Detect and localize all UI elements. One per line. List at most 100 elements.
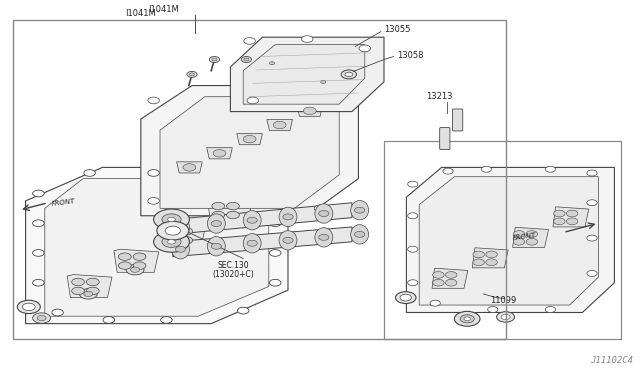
- Circle shape: [283, 237, 293, 243]
- Ellipse shape: [172, 217, 189, 237]
- Circle shape: [175, 224, 186, 230]
- Circle shape: [269, 183, 281, 189]
- Circle shape: [189, 73, 195, 76]
- Circle shape: [131, 267, 140, 272]
- Ellipse shape: [315, 204, 333, 223]
- Circle shape: [86, 278, 99, 286]
- Circle shape: [86, 287, 99, 295]
- Text: FRONT: FRONT: [512, 232, 536, 241]
- Circle shape: [566, 210, 578, 217]
- Circle shape: [303, 107, 316, 115]
- Text: I1041M: I1041M: [148, 5, 179, 14]
- Circle shape: [72, 287, 84, 295]
- Circle shape: [180, 228, 193, 235]
- Circle shape: [283, 214, 293, 220]
- Circle shape: [84, 291, 93, 296]
- Circle shape: [269, 279, 281, 286]
- Polygon shape: [237, 134, 262, 145]
- Circle shape: [433, 279, 444, 286]
- Circle shape: [488, 307, 498, 312]
- Circle shape: [211, 221, 221, 227]
- Circle shape: [301, 36, 313, 42]
- Polygon shape: [67, 275, 112, 298]
- Circle shape: [481, 166, 492, 172]
- Text: 13055: 13055: [384, 25, 410, 34]
- Circle shape: [218, 170, 230, 176]
- Circle shape: [321, 80, 326, 83]
- Ellipse shape: [207, 237, 225, 256]
- Text: 11099: 11099: [490, 296, 516, 305]
- Circle shape: [319, 211, 329, 217]
- Ellipse shape: [351, 225, 369, 244]
- Circle shape: [154, 209, 189, 230]
- Circle shape: [408, 181, 418, 187]
- Polygon shape: [472, 248, 508, 268]
- Circle shape: [237, 307, 249, 314]
- Circle shape: [408, 246, 418, 252]
- Circle shape: [227, 211, 239, 219]
- Ellipse shape: [279, 231, 297, 250]
- Circle shape: [486, 259, 497, 266]
- Circle shape: [33, 190, 44, 197]
- Circle shape: [345, 72, 353, 77]
- Circle shape: [396, 292, 416, 304]
- Circle shape: [244, 58, 249, 61]
- Circle shape: [148, 170, 159, 176]
- Circle shape: [177, 243, 186, 248]
- Polygon shape: [513, 227, 548, 247]
- Polygon shape: [160, 97, 339, 208]
- Text: 13058: 13058: [397, 51, 423, 60]
- Circle shape: [526, 238, 538, 245]
- Circle shape: [22, 303, 35, 311]
- Polygon shape: [161, 224, 205, 247]
- Circle shape: [430, 300, 440, 306]
- Circle shape: [157, 221, 189, 240]
- Circle shape: [241, 57, 252, 62]
- Circle shape: [154, 231, 189, 252]
- Circle shape: [227, 202, 239, 210]
- Polygon shape: [177, 162, 202, 173]
- Bar: [13, 20, 506, 339]
- Circle shape: [269, 62, 275, 65]
- Circle shape: [587, 270, 597, 276]
- Circle shape: [355, 207, 365, 213]
- Circle shape: [247, 240, 257, 246]
- Circle shape: [162, 236, 181, 247]
- Circle shape: [526, 231, 538, 237]
- Circle shape: [183, 164, 196, 171]
- Circle shape: [501, 314, 510, 320]
- Circle shape: [554, 210, 565, 217]
- Circle shape: [126, 264, 144, 275]
- Circle shape: [17, 300, 40, 314]
- Circle shape: [341, 70, 356, 79]
- Ellipse shape: [279, 207, 297, 227]
- Circle shape: [408, 213, 418, 219]
- Text: J11102C4: J11102C4: [591, 356, 634, 365]
- Polygon shape: [207, 148, 232, 159]
- Polygon shape: [419, 177, 598, 305]
- Circle shape: [247, 217, 257, 223]
- Ellipse shape: [243, 211, 261, 230]
- Circle shape: [445, 279, 457, 286]
- Polygon shape: [141, 86, 358, 216]
- Circle shape: [473, 251, 484, 258]
- Text: FRONT: FRONT: [51, 198, 76, 207]
- Circle shape: [486, 251, 497, 258]
- Circle shape: [513, 231, 525, 237]
- Circle shape: [473, 259, 484, 266]
- Circle shape: [165, 226, 180, 235]
- Circle shape: [273, 121, 286, 129]
- Circle shape: [545, 307, 556, 312]
- Circle shape: [33, 313, 51, 323]
- Circle shape: [566, 218, 578, 225]
- Circle shape: [72, 278, 84, 286]
- Circle shape: [37, 315, 46, 321]
- Circle shape: [408, 280, 418, 286]
- Circle shape: [267, 60, 277, 66]
- Circle shape: [173, 240, 191, 251]
- Circle shape: [33, 279, 44, 286]
- Circle shape: [244, 38, 255, 44]
- Circle shape: [247, 97, 259, 104]
- Text: (13020+C): (13020+C): [212, 270, 255, 279]
- Circle shape: [400, 294, 412, 301]
